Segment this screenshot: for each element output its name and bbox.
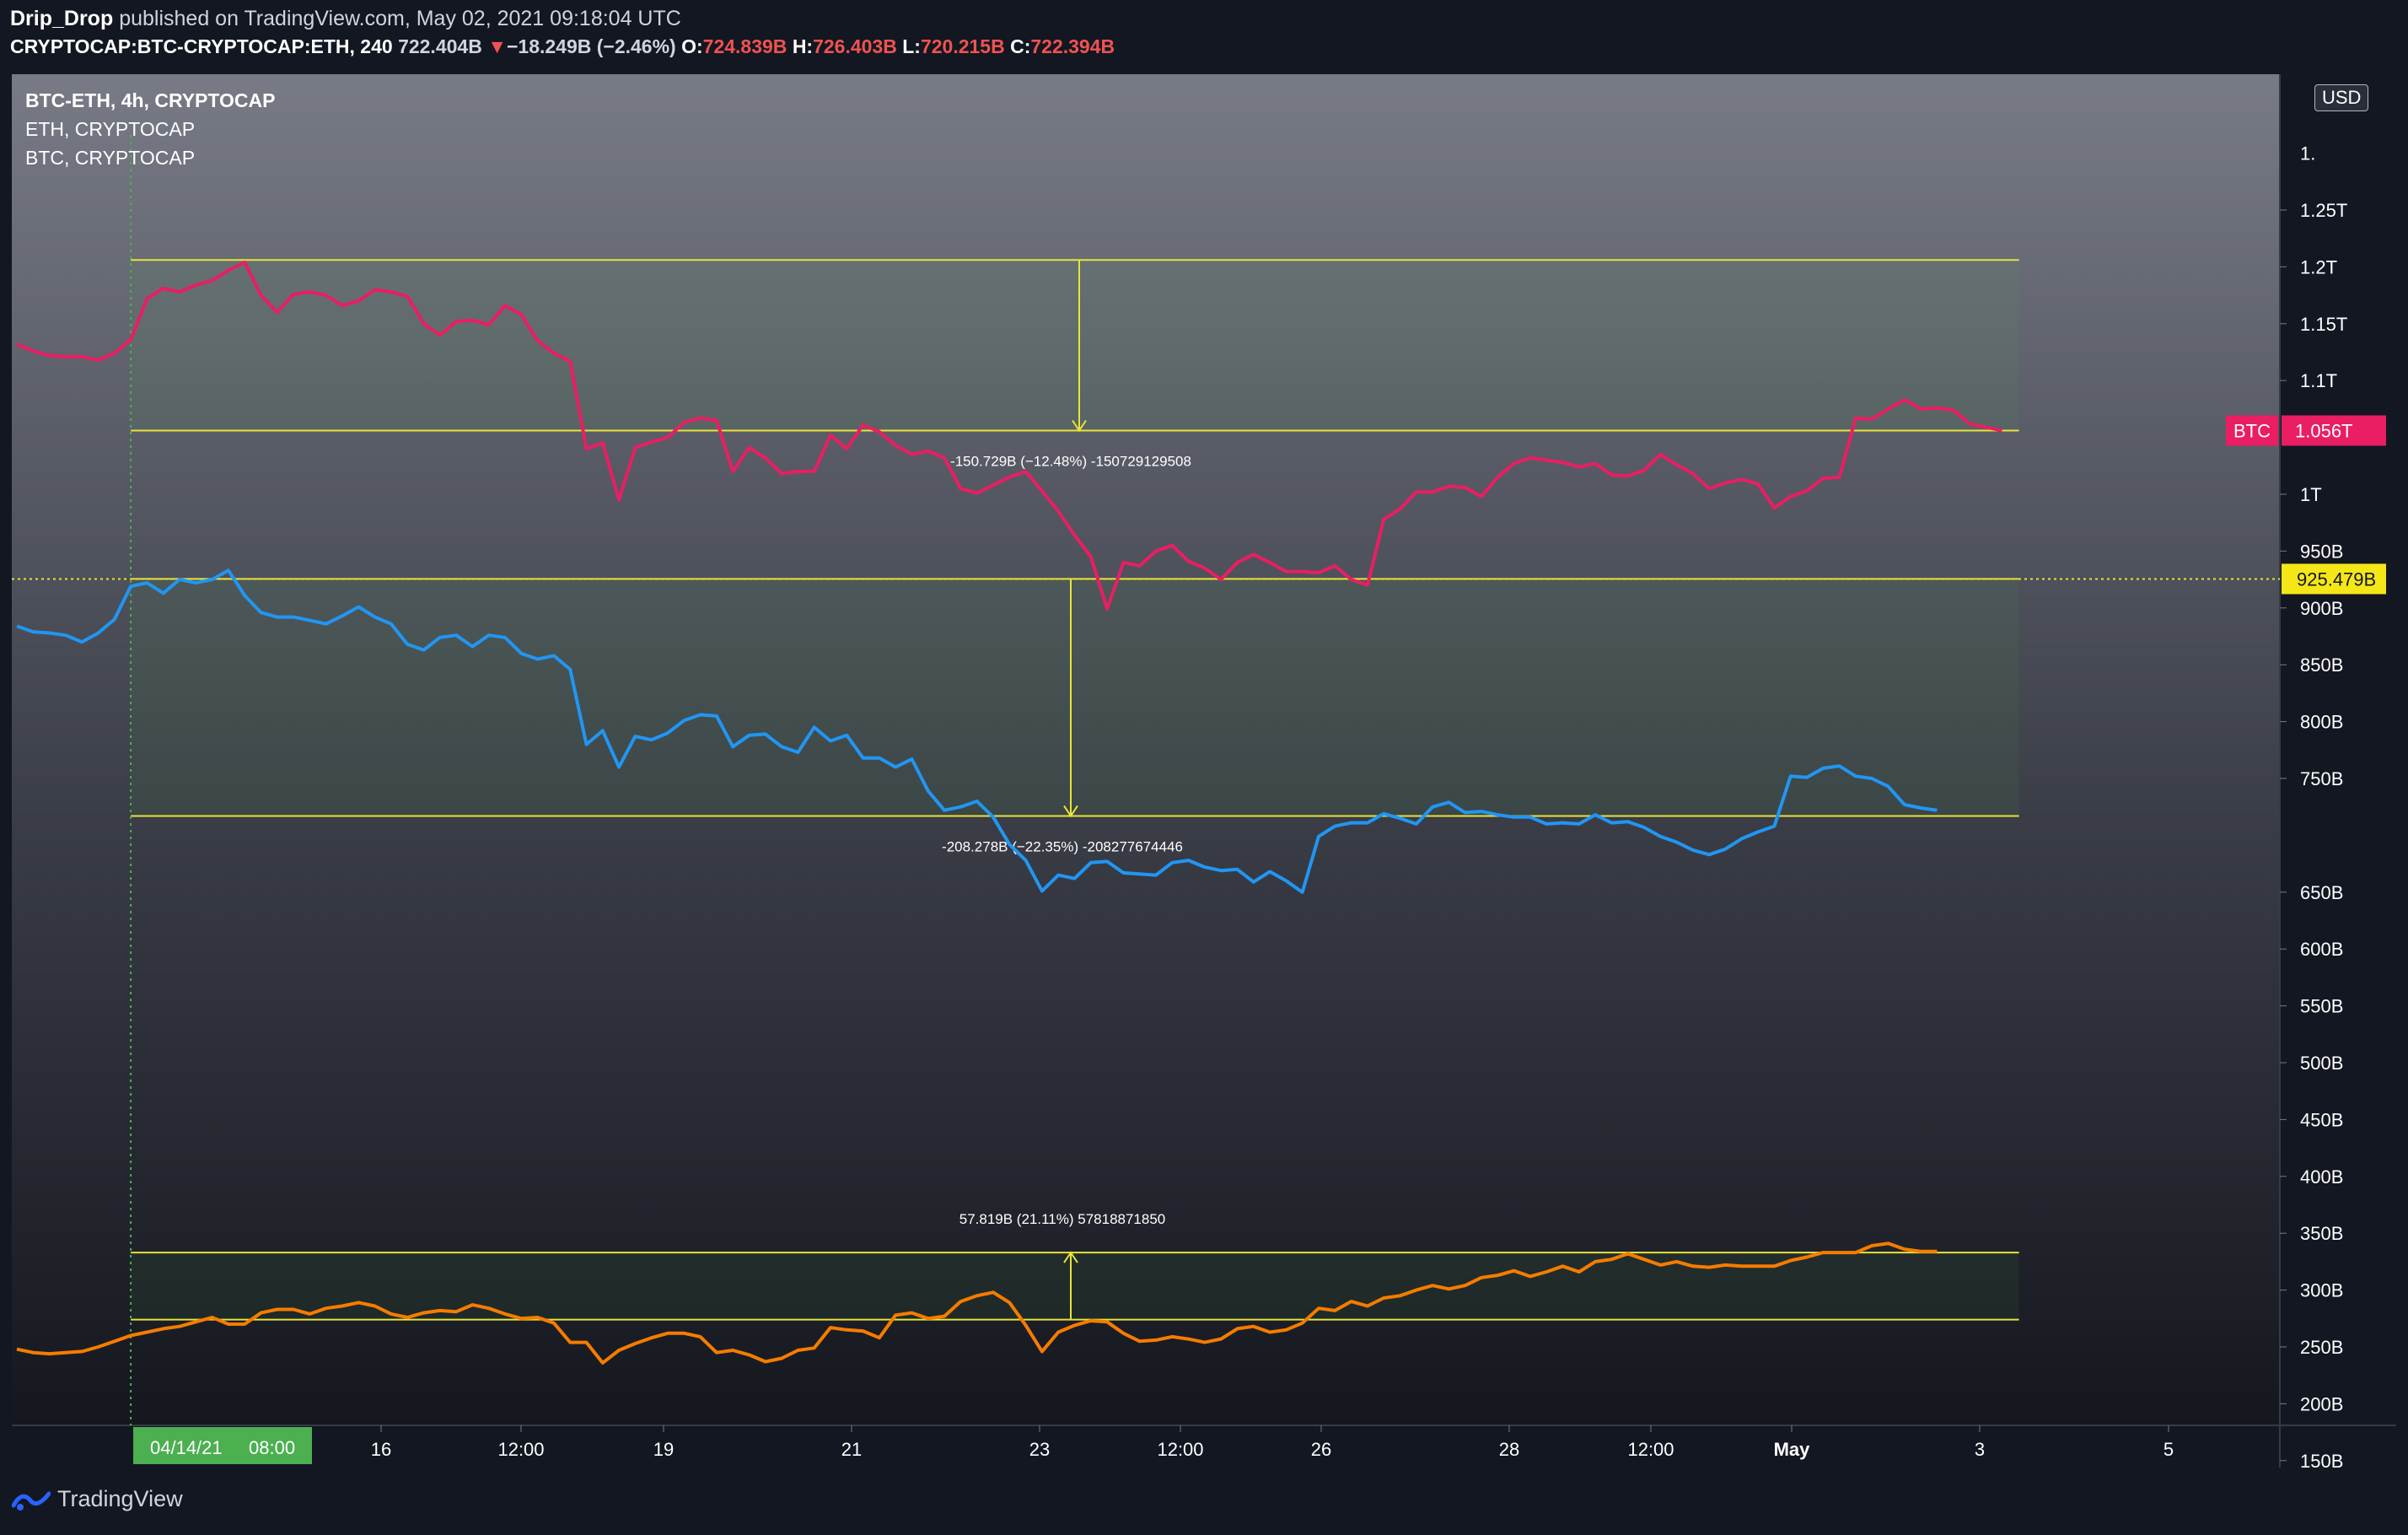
series-line-btc-eth[interactable] [16, 568, 1938, 894]
measure-arrowhead-2 [1063, 805, 1078, 818]
x-tick-label: 21 [841, 1439, 862, 1460]
high-value: 726.403B [813, 35, 897, 57]
tradingview-logo-icon [12, 1491, 51, 1511]
y-tick-label: 600B [2300, 939, 2343, 960]
y-tick-label: 1T [2300, 484, 2322, 505]
x-tick-label: May [1774, 1439, 1811, 1460]
measure-label-1: -150.729B (−12.48%) -150729129508 [950, 454, 1191, 470]
y-tick-label: 150B [2300, 1451, 2343, 1468]
measure-label-2: -208.278B (−22.35%) -208277674446 [942, 838, 1183, 854]
legend-eth[interactable]: ETH, CRYPTOCAP [25, 118, 196, 140]
btc-name-tag [2226, 415, 2278, 446]
brand-name: TradingView [57, 1486, 183, 1511]
y-tick-label: 200B [2300, 1393, 2343, 1414]
price-chart[interactable]: -150.729B (−12.48%) -150729129508 -208.27… [0, 0, 2408, 1472]
last-price: 722.404B [398, 35, 482, 57]
y-tick-label: 750B [2300, 768, 2343, 789]
price-scale-panel[interactable] [2280, 74, 2396, 1425]
btc-name-label: BTC [2233, 421, 2271, 442]
y-tick-label: 1.25T [2300, 200, 2347, 221]
y-tick-label: 950B [2300, 541, 2343, 562]
measure-arrowhead-1 [1072, 419, 1087, 433]
x-tick-label: 12:00 [497, 1439, 544, 1460]
x-tick-label: 16 [371, 1439, 391, 1460]
series-legend: BTC-ETH, 4h, CRYPTOCAP ETH, CRYPTOCAP BT… [25, 86, 275, 172]
y-tick-label: 1.1T [2300, 370, 2337, 391]
y-tick-label: 900B [2300, 598, 2343, 619]
price-change: −18.249B (−2.46%) [506, 35, 676, 57]
y-tick-label: 250B [2300, 1337, 2343, 1358]
y-tick-label: 850B [2300, 654, 2343, 676]
btc-price-label: 1.056T [2295, 421, 2353, 442]
currency-badge[interactable]: USD [2314, 84, 2369, 111]
symbol-name[interactable]: CRYPTOCAP:BTC-CRYPTOCAP:ETH, 240 [10, 35, 393, 57]
footer-bar [0, 1476, 2408, 1535]
y-tick-label: 300B [2300, 1280, 2343, 1301]
crosshair-date-label: 04/14/21 [150, 1437, 223, 1458]
y-tick-label: 350B [2300, 1223, 2343, 1244]
y-tick-label: 400B [2300, 1166, 2343, 1188]
y-tick-label: 800B [2300, 712, 2343, 733]
x-tick-label: 3 [1975, 1439, 1985, 1460]
crosshair-date-badge [133, 1427, 312, 1464]
y-tick-label: 1.15T [2300, 314, 2347, 335]
down-arrow-icon: ▼ [487, 35, 507, 57]
x-tick-label: 28 [1499, 1439, 1519, 1460]
low-label: L: [902, 35, 921, 57]
low-value: 720.215B [920, 35, 1005, 57]
legend-btc[interactable]: BTC, CRYPTOCAP [25, 147, 196, 169]
y-tick-label: 500B [2300, 1053, 2343, 1074]
crosshair-price-badge [2282, 563, 2386, 595]
close-value: 722.394B [1030, 35, 1115, 57]
x-tick-label: 23 [1029, 1439, 1050, 1460]
tradingview-brand[interactable]: TradingView [12, 1486, 183, 1512]
x-tick-label: 12:00 [1627, 1439, 1674, 1460]
measure-zone-eth [131, 1252, 2019, 1320]
published-text: published on TradingView.com, May 02, 20… [119, 7, 681, 30]
measure-zone-btc-eth [131, 579, 2019, 816]
plot-background [12, 74, 2280, 1425]
y-tick-label: 1.2T [2300, 256, 2337, 277]
x-tick-label: 26 [1311, 1439, 1331, 1460]
series-line-btc[interactable] [16, 261, 2003, 611]
x-tick-label: 5 [2163, 1439, 2174, 1460]
crosshair-time-label: 08:00 [249, 1437, 295, 1458]
y-tick-label: 550B [2300, 996, 2343, 1017]
series-line-eth[interactable] [16, 1241, 1938, 1365]
ohlc-line: CRYPTOCAP:BTC-CRYPTOCAP:ETH, 240 722.404… [10, 35, 1115, 58]
publish-info: Drip_Drop published on TradingView.com, … [10, 7, 681, 31]
btc-price-tag [2282, 415, 2386, 446]
author-name[interactable]: Drip_Drop [10, 7, 114, 30]
time-scale-panel[interactable] [12, 1425, 2396, 1468]
x-tick-label: 12:00 [1157, 1439, 1203, 1460]
y-tick-label: 650B [2300, 882, 2343, 903]
crosshair-price-label: 925.479B [2297, 568, 2376, 590]
measure-zone-btc [131, 260, 2019, 431]
measure-arrowhead-3 [1063, 1251, 1078, 1263]
close-label: C: [1010, 35, 1031, 57]
chart-area[interactable]: -150.729B (−12.48%) -150729129508 -208.27… [0, 0, 2408, 1472]
high-label: H: [792, 35, 814, 57]
y-tick-label: 450B [2300, 1109, 2343, 1130]
y-tick-label-top: 1. [2300, 143, 2315, 164]
legend-primary[interactable]: BTC-ETH, 4h, CRYPTOCAP [25, 89, 276, 111]
open-label: O: [681, 35, 703, 57]
x-tick-label: 19 [653, 1439, 674, 1460]
measure-label-3: 57.819B (21.11%) 57818871850 [959, 1211, 1166, 1227]
chart-header: Drip_Drop published on TradingView.com, … [0, 0, 2408, 67]
open-value: 724.839B [702, 35, 787, 57]
